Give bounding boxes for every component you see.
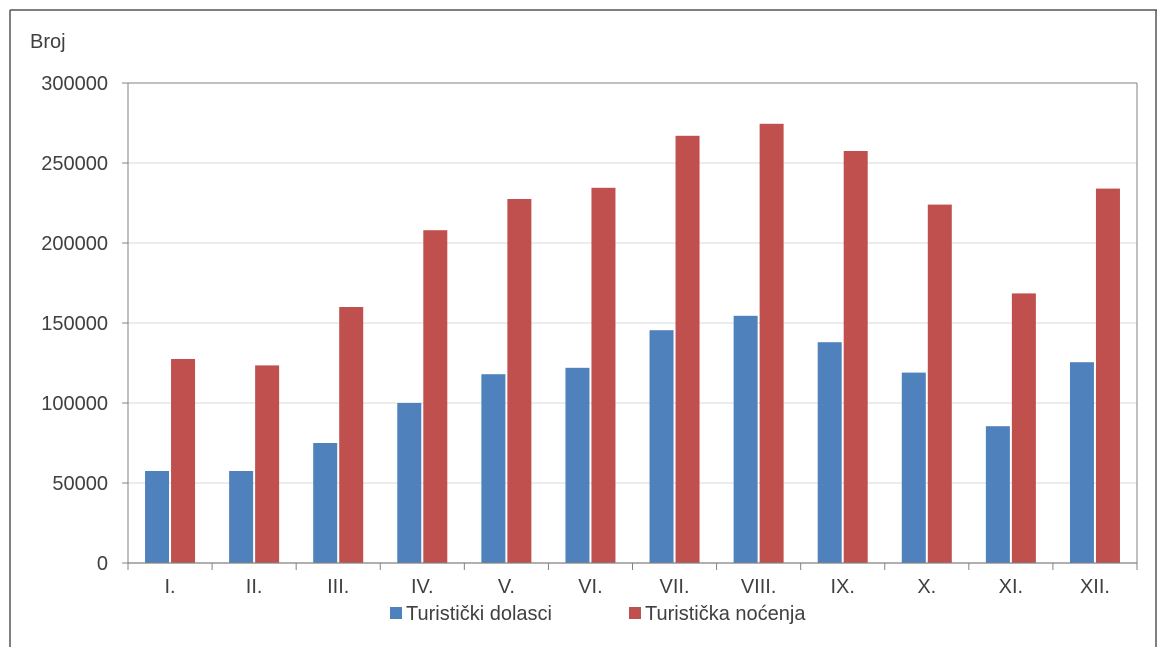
bar-nocenja-2 <box>255 365 280 563</box>
bar-nocenja-7 <box>675 135 700 564</box>
bar-dolasci-6 <box>565 367 590 563</box>
x-tick-label: VIII. <box>741 576 777 598</box>
bar-dolasci-1 <box>145 471 170 563</box>
x-tick-label: X. <box>917 576 936 598</box>
bar-dolasci-10 <box>901 372 926 563</box>
legend-swatch-nocenja <box>629 607 641 619</box>
bar-nocenja-12 <box>1095 188 1120 563</box>
x-tick-label: II. <box>246 576 263 598</box>
y-tick-label: 150000 <box>41 313 108 335</box>
bars-layer <box>145 123 1120 564</box>
x-tick-label: XI. <box>999 576 1023 598</box>
y-tick-label: 250000 <box>41 153 108 175</box>
x-tick-label: III. <box>327 576 349 598</box>
x-tick-label: I. <box>164 576 175 598</box>
bar-nocenja-8 <box>759 123 784 564</box>
bar-nocenja-4 <box>423 230 448 563</box>
bar-nocenja-1 <box>171 359 196 563</box>
x-tick-label: IX. <box>830 576 854 598</box>
bar-dolasci-12 <box>1069 362 1094 563</box>
legend-label-dolasci: Turistički dolasci <box>406 603 552 625</box>
bar-nocenja-3 <box>339 307 364 563</box>
legend: Turistički dolasci Turistička noćenja <box>390 603 806 625</box>
grid-layer <box>128 82 1137 484</box>
bar-nocenja-5 <box>507 199 532 563</box>
axis-layer <box>122 82 1138 570</box>
y-tick-label: 100000 <box>41 393 108 415</box>
legend-swatch-dolasci <box>390 607 402 619</box>
tick-labels-layer: 0 50000 100000 150000 200000 250000 300000 I. II… <box>41 73 1110 598</box>
legend-label-nocenja: Turistička noćenja <box>645 603 806 625</box>
bar-dolasci-2 <box>229 471 254 563</box>
y-tick-label: 0 <box>97 553 108 575</box>
y-tick-label: 300000 <box>41 73 108 95</box>
bar-nocenja-6 <box>591 187 616 564</box>
bar-nocenja-11 <box>1011 293 1036 563</box>
bar-nocenja-10 <box>927 204 952 563</box>
y-axis-title: Broj <box>30 31 66 53</box>
x-tick-label: IV. <box>411 576 434 598</box>
x-tick-label: V. <box>498 576 515 598</box>
y-tick-label: 200000 <box>41 233 108 255</box>
bar-dolasci-9 <box>817 342 842 563</box>
bar-dolasci-3 <box>313 443 338 563</box>
bar-dolasci-11 <box>985 426 1010 563</box>
y-tick-label: 50000 <box>52 473 108 495</box>
bar-dolasci-4 <box>397 403 422 563</box>
bar-dolasci-7 <box>649 330 674 563</box>
x-tick-label: VII. <box>660 576 690 598</box>
bar-dolasci-5 <box>481 374 506 563</box>
bar-dolasci-8 <box>733 315 758 563</box>
x-tick-label: XII. <box>1080 576 1110 598</box>
x-tick-label: VI. <box>578 576 602 598</box>
bar-nocenja-9 <box>843 151 868 563</box>
